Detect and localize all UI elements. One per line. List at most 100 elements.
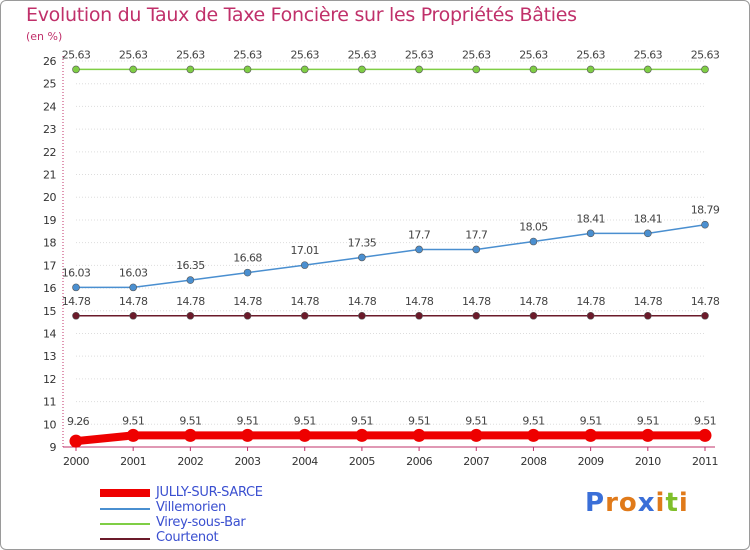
data-label: 9.51 — [465, 414, 487, 427]
data-point — [415, 245, 423, 254]
y-tick-label: 18 — [43, 237, 56, 250]
data-point — [358, 311, 366, 320]
y-tick-label: 26 — [43, 55, 56, 68]
data-label: 25.63 — [519, 48, 548, 61]
data-point — [186, 65, 195, 74]
data-label: 25.63 — [176, 48, 205, 61]
data-label: 16.03 — [62, 266, 91, 279]
legend-swatch — [100, 523, 150, 525]
data-point — [472, 65, 481, 74]
data-point — [586, 229, 595, 238]
data-point — [298, 428, 312, 442]
data-point — [701, 65, 709, 74]
y-tick-label: 9 — [50, 441, 57, 454]
data-label: 25.63 — [462, 48, 491, 61]
data-point — [415, 311, 423, 320]
data-label: 25.63 — [691, 48, 720, 61]
data-label: 18.79 — [691, 204, 720, 217]
data-label: 18.41 — [634, 212, 663, 225]
data-label: 25.63 — [634, 48, 663, 61]
data-point — [243, 268, 252, 277]
legend-label: Virey-sous-Bar — [156, 515, 246, 530]
data-label: 17.35 — [348, 236, 377, 249]
data-point — [72, 283, 80, 292]
logo-letter: r — [605, 488, 619, 518]
logo-letter: i — [678, 488, 689, 518]
data-point — [129, 311, 137, 320]
data-point — [72, 65, 80, 74]
legend-swatch — [100, 508, 150, 510]
data-point — [129, 65, 137, 74]
logo-letter: i — [655, 488, 666, 518]
data-label: 14.78 — [62, 295, 91, 308]
y-unit-label: (en %) — [26, 30, 63, 43]
data-label: 14.78 — [119, 295, 148, 308]
data-label: 9.51 — [351, 414, 373, 427]
x-tick-label: 2008 — [520, 455, 546, 468]
legend-label: Villemorien — [156, 500, 226, 515]
x-tick-label: 2011 — [692, 455, 718, 468]
data-point — [469, 428, 483, 442]
data-point — [701, 311, 709, 320]
y-tick-label: 12 — [43, 373, 56, 386]
data-point — [529, 237, 538, 246]
data-label: 14.78 — [233, 295, 262, 308]
y-tick-label: 16 — [43, 282, 56, 295]
data-label: 17.7 — [465, 228, 488, 241]
chart-title: Evolution du Taux de Taxe Foncière sur l… — [26, 4, 577, 26]
y-tick-label: 13 — [43, 350, 56, 363]
data-label: 14.78 — [348, 295, 377, 308]
data-point — [300, 65, 309, 74]
data-label: 18.41 — [576, 212, 605, 225]
proxiti-logo: Proxiti — [585, 488, 689, 518]
data-point — [641, 428, 655, 442]
series-line — [75, 431, 705, 446]
legend-label: Courtenot — [156, 530, 219, 545]
data-point — [698, 428, 712, 442]
data-label: 17.01 — [290, 244, 319, 257]
data-point — [529, 311, 538, 320]
data-label: 16.68 — [233, 252, 262, 265]
data-label: 9.51 — [122, 414, 144, 427]
data-label: 18.05 — [519, 221, 548, 234]
data-point — [300, 261, 309, 269]
data-label: 25.63 — [405, 48, 434, 61]
data-point — [243, 311, 252, 320]
data-point — [186, 276, 195, 284]
data-label: 9.51 — [522, 414, 544, 427]
data-point — [300, 311, 309, 320]
y-tick-label: 20 — [43, 191, 56, 204]
data-label: 9.51 — [694, 414, 716, 427]
x-tick-label: 2009 — [578, 455, 604, 468]
data-label: 17.7 — [408, 228, 431, 241]
legend-swatch — [100, 489, 150, 497]
x-tick-label: 2004 — [292, 455, 318, 468]
data-label: 14.78 — [576, 295, 605, 308]
data-point — [529, 65, 538, 74]
legend-label: JULLY-SUR-SARCE — [156, 485, 263, 500]
data-point — [186, 311, 195, 320]
y-tick-label: 23 — [43, 123, 56, 136]
data-point — [644, 65, 652, 74]
y-tick-label: 19 — [43, 214, 56, 227]
data-label: 14.78 — [519, 295, 548, 308]
data-point — [644, 311, 652, 320]
data-point — [243, 65, 252, 74]
series-line — [76, 223, 706, 289]
data-label: 14.78 — [290, 295, 319, 308]
y-tick-label: 15 — [43, 305, 56, 318]
data-point — [358, 253, 366, 262]
data-point — [584, 428, 598, 442]
data-label: 14.78 — [405, 295, 434, 308]
x-tick-label: 2010 — [635, 455, 661, 468]
data-point — [701, 220, 709, 229]
data-point — [415, 65, 423, 74]
data-point — [586, 65, 595, 74]
data-point — [355, 428, 369, 442]
data-label: 9.51 — [236, 414, 258, 427]
data-label: 25.63 — [119, 48, 148, 61]
data-point — [412, 428, 426, 442]
y-tick-label: 21 — [43, 169, 56, 182]
logo-letter: x — [637, 488, 656, 518]
